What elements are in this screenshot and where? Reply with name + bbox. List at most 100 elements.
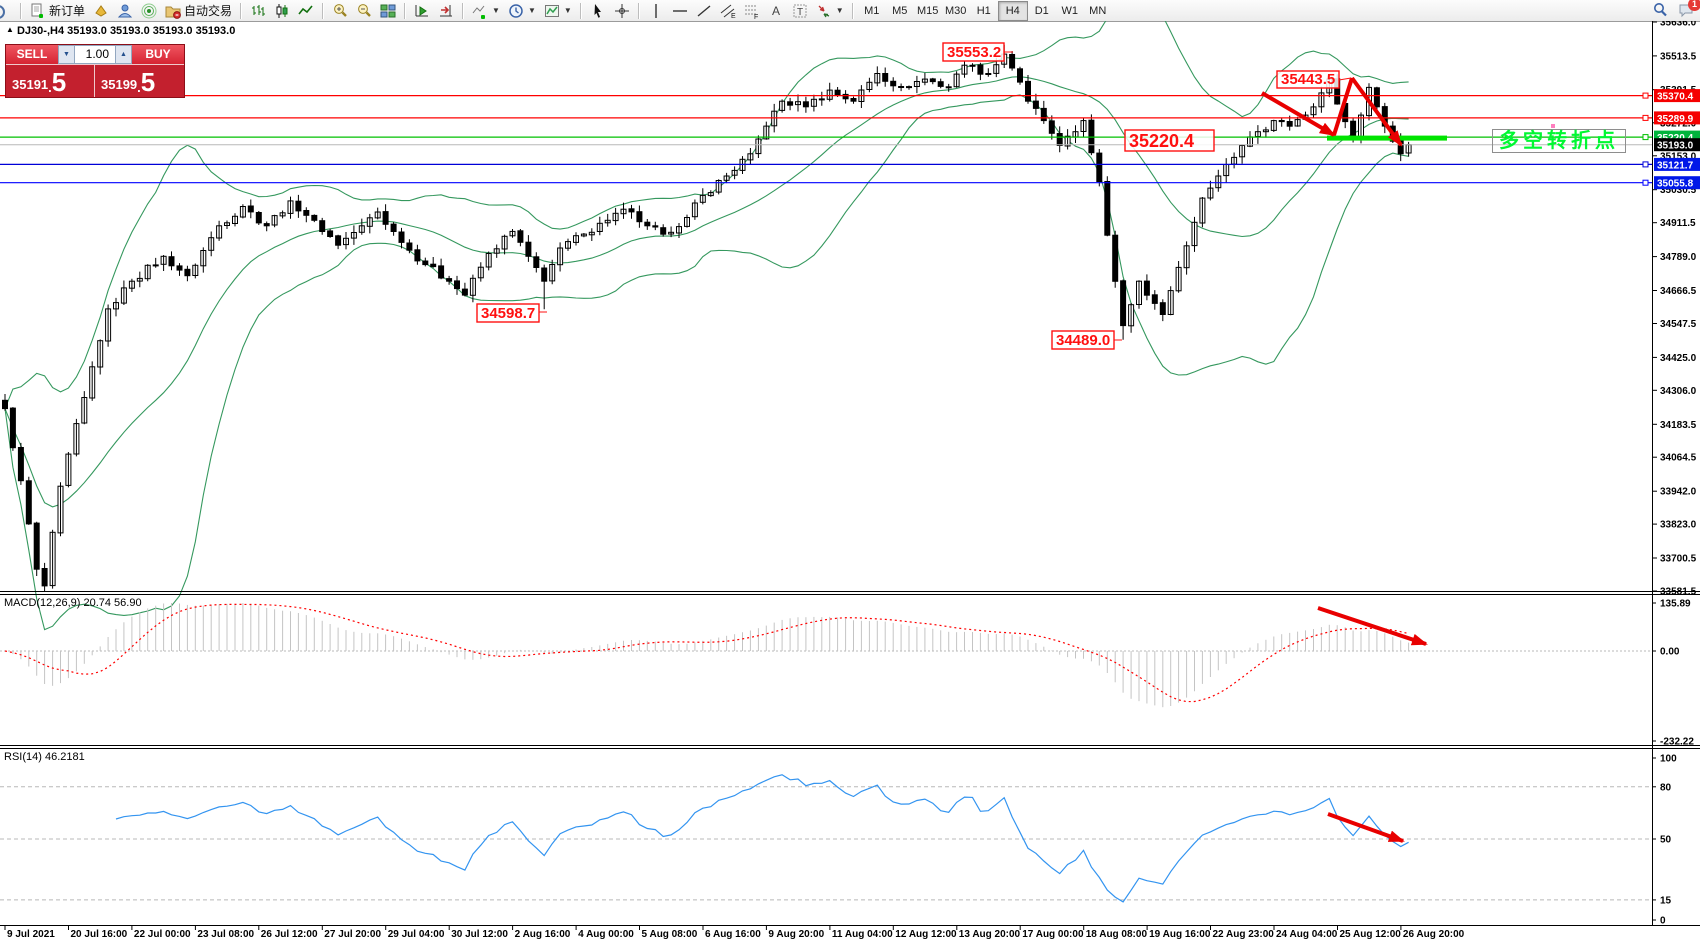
price-callout-box[interactable] [1124, 129, 1215, 152]
chart-canvas[interactable]: 35636.035513.535391.535272.035153.035030… [0, 21, 1700, 945]
horizontal-line-button[interactable] [668, 1, 692, 21]
templates-icon [544, 3, 560, 19]
signals-button[interactable] [137, 1, 161, 21]
volume-decrease-button[interactable]: ▼ [58, 45, 75, 64]
search-icon[interactable] [1652, 2, 1668, 18]
new-order-button[interactable]: 新订单 [26, 1, 89, 21]
trend-arrow-down-2[interactable] [1350, 76, 1403, 147]
shapes-button[interactable]: ▼ [812, 1, 848, 21]
symbol-marker-icon: ▲ [6, 25, 14, 34]
line-endpoint-marker[interactable] [1642, 161, 1649, 168]
notification-badge: 1 [1688, 0, 1700, 11]
chart-annotations: 35553.2 35443.5 35220.4 34598.7 34489.0 [476, 42, 1555, 843]
horizontal-level-lines[interactable] [0, 92, 1652, 186]
tab-timeframe-m30[interactable]: M30 [945, 4, 967, 17]
cursor-icon [590, 3, 606, 19]
sell-price[interactable]: 35191. 5 [6, 65, 95, 97]
time-label: 2 Aug 16:00 [515, 929, 571, 940]
buy-price-main: 35199 [101, 77, 138, 92]
time-label: 30 Jul 12:00 [451, 929, 508, 940]
time-label: 17 Aug 00:00 [1022, 929, 1084, 940]
chart-shift-button[interactable] [434, 1, 458, 21]
rsi-down-arrow[interactable] [1327, 812, 1405, 843]
support-zone-bar[interactable] [1327, 135, 1447, 141]
axis-tick-label: 34306.0 [1660, 386, 1697, 397]
turning-point-note[interactable]: 多空转折点 [1492, 129, 1626, 153]
indicators-button[interactable]: ▼ [468, 1, 504, 21]
symbol-period-label: DJ30-,H4 [16, 25, 65, 37]
tab-timeframe-m15[interactable]: M15 [917, 4, 939, 17]
auto-scroll-icon [414, 3, 430, 19]
time-label: 6 Aug 16:00 [705, 929, 761, 940]
tab-timeframe-m5[interactable]: M5 [892, 4, 908, 17]
chart-bars-button[interactable] [246, 1, 270, 21]
chart-line-button[interactable] [294, 1, 318, 21]
templates-button[interactable]: ▼ [540, 1, 576, 21]
chat-button[interactable]: 1 [1678, 0, 1700, 18]
time-axis[interactable]: 9 Jul 2021 20 Jul 16:00 22 Jul 00:00 23 Jul… [4, 926, 1465, 940]
trend-arrow-down-1[interactable] [1260, 91, 1336, 137]
crosshair-button[interactable] [610, 1, 634, 21]
market-icon [93, 3, 109, 19]
time-label: 20 Jul 16:00 [71, 929, 128, 940]
macd-axis-label: -232.22 [1660, 737, 1694, 748]
line-endpoint-marker[interactable] [1642, 179, 1649, 186]
price-callout-text: 35553.2 [947, 44, 1001, 61]
sell-button[interactable]: SELL [6, 45, 58, 64]
periods-button[interactable]: ▼ [504, 1, 540, 21]
svg-text:T: T [797, 7, 803, 18]
ohlc-values: 35193.0 35193.0 35193.0 35193.0 [67, 25, 236, 37]
indicator-line [4, 94, 1409, 631]
price-axis[interactable]: 35636.035513.535391.535272.035153.035030… [1652, 21, 1700, 598]
trend-line-up[interactable] [1332, 77, 1354, 136]
price-label-bg [1654, 138, 1700, 152]
trendline-button[interactable] [692, 1, 716, 21]
volume-input[interactable]: 1.00 [75, 45, 115, 64]
tab-timeframe-w1[interactable]: W1 [1061, 4, 1078, 17]
periods-icon [508, 3, 524, 19]
text-label-button[interactable]: T [788, 1, 812, 21]
chart-candles-button[interactable] [270, 1, 294, 21]
community-icon [117, 3, 133, 19]
zoom-out-button[interactable] [352, 1, 376, 21]
tile-windows-button[interactable] [376, 1, 400, 21]
line-endpoint-marker[interactable] [1642, 114, 1649, 121]
price-label: 35121.7 [1657, 160, 1694, 171]
cursor-button[interactable] [586, 1, 610, 21]
separator [637, 2, 640, 19]
tab-timeframe-d1[interactable]: D1 [1034, 4, 1049, 17]
vertical-line-button[interactable] [644, 1, 668, 21]
zoom-in-button[interactable] [328, 1, 352, 21]
macd-down-arrow[interactable] [1317, 606, 1428, 646]
volume-increase-button[interactable]: ▲ [115, 45, 132, 64]
chevron-down-icon: ▼ [492, 6, 500, 15]
tab-timeframe-m1[interactable]: M1 [864, 4, 880, 17]
axis-tick-label: 34789.0 [1660, 252, 1697, 263]
price-callout-box[interactable] [476, 303, 540, 323]
zoom-in-icon [332, 3, 348, 19]
autotrading-button[interactable]: 自动交易 [161, 1, 236, 21]
line-endpoint-marker[interactable] [1642, 92, 1649, 99]
rsi-line [115, 774, 1409, 903]
toolbar: 新订单 自动交易 ▼ ▼ ▼ E F A T ▼ [0, 0, 1700, 22]
sell-price-pip: 5 [51, 67, 67, 97]
fibonacci-button[interactable]: F [740, 1, 764, 21]
buy-price-pip: 5 [140, 67, 156, 97]
time-label: 23 Jul 08:00 [197, 929, 254, 940]
text-button[interactable]: A [764, 1, 788, 21]
buy-button[interactable]: BUY [132, 45, 184, 64]
line-endpoint-marker[interactable] [1642, 134, 1649, 141]
time-label: 19 Aug 16:00 [1149, 929, 1211, 940]
price-label-bg [1654, 157, 1700, 171]
tab-timeframe-h4[interactable]: H4 [997, 0, 1028, 21]
price-label: 35055.8 [1657, 179, 1694, 190]
community-button[interactable] [113, 1, 137, 21]
buy-price[interactable]: 35199. 5 [95, 65, 184, 97]
market-button[interactable] [89, 1, 113, 21]
tab-timeframe-h1[interactable]: H1 [976, 4, 991, 17]
macd-axis-label: 135.89 [1660, 599, 1691, 610]
channel-button[interactable]: E [716, 1, 740, 21]
auto-scroll-button[interactable] [410, 1, 434, 21]
tab-timeframe-mn[interactable]: MN [1089, 4, 1107, 17]
signals-icon [141, 3, 157, 19]
